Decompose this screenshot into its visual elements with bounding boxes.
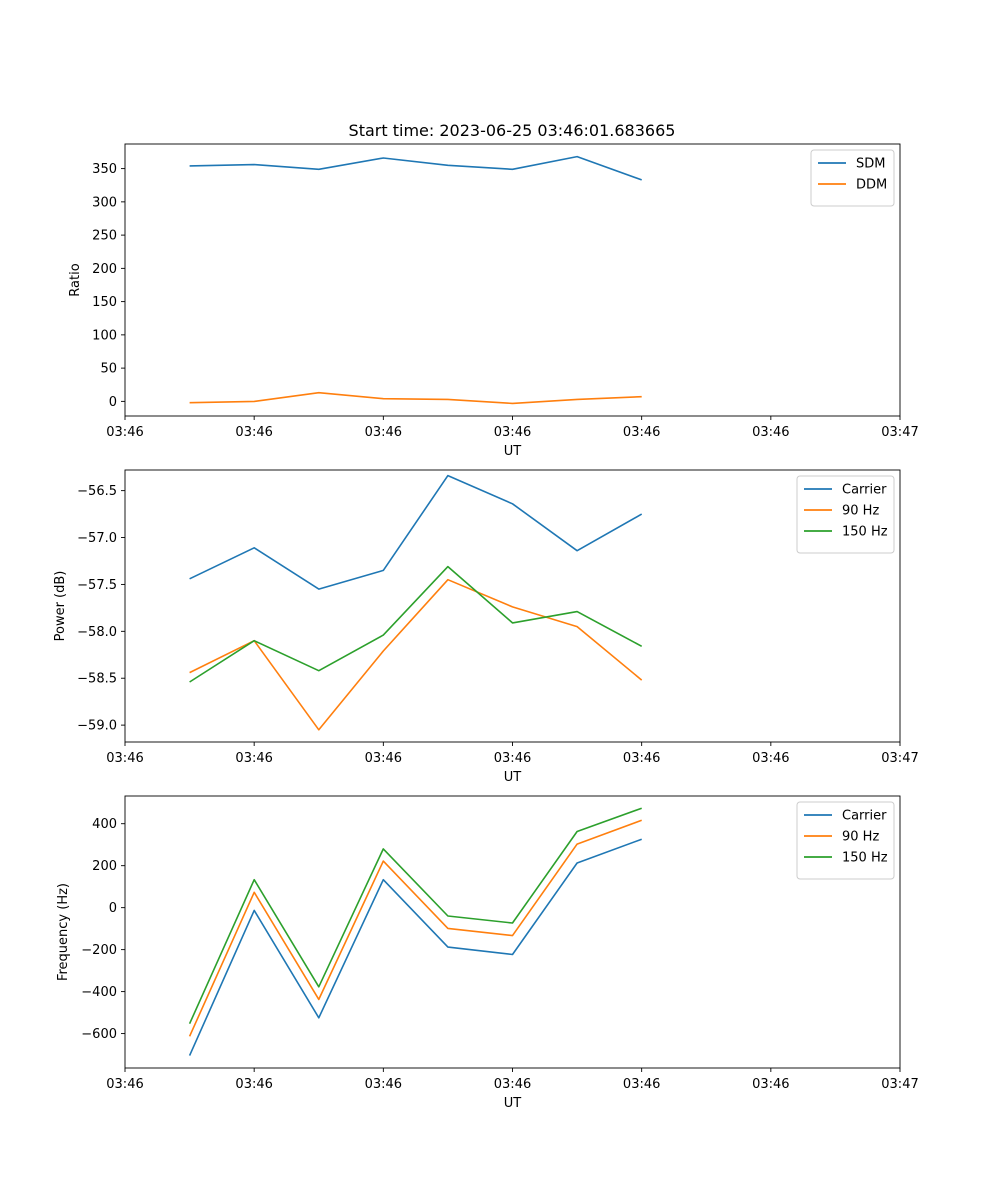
frequency-y-tick-label: 200 xyxy=(92,859,117,874)
frequency-y-tick-label: −600 xyxy=(81,1027,117,1042)
ratio-x-tick-label: 03:47 xyxy=(881,425,918,440)
ratio-y-tick-label: 350 xyxy=(92,162,117,177)
frequency-legend: Carrier 90 Hz 150 Hz xyxy=(796,801,895,880)
power-series-90-hz-line xyxy=(189,578,643,731)
frequency-axes-frame xyxy=(124,795,901,1069)
ratio-legend-label: SDM xyxy=(856,157,885,172)
frequency-y-tick-label: −200 xyxy=(81,943,117,958)
power-legend-box xyxy=(796,475,895,554)
frequency-x-tick-label: 03:46 xyxy=(494,1077,531,1092)
power-x-tick-label: 03:47 xyxy=(881,751,918,766)
ratio-x-axis-label: UT xyxy=(504,444,522,459)
frequency-x-tick-label: 03:46 xyxy=(365,1077,402,1092)
ratio-y-tick-label: 100 xyxy=(92,328,117,343)
frequency-legend-label: 90 Hz xyxy=(842,830,879,845)
ratio-legend-label: DDM xyxy=(856,178,887,193)
ratio-series-ddm-line xyxy=(189,391,642,405)
power-y-axis-label: Power (dB) xyxy=(53,571,68,642)
ratio-x-tick-label: 03:46 xyxy=(235,425,272,440)
power-series-150-hz-line xyxy=(189,565,643,683)
ratio-y-tick-label: 50 xyxy=(100,362,117,377)
power-legend-label: 90 Hz xyxy=(842,504,879,519)
frequency-legend-label: 150 Hz xyxy=(842,851,888,866)
ratio-x-tick-label: 03:46 xyxy=(365,425,402,440)
ratio-y-tick-label: 300 xyxy=(92,195,117,210)
ratio-x-tick-label: 03:46 xyxy=(623,425,660,440)
frequency-series-90-hz-line xyxy=(188,819,642,1037)
power-legend-label: Carrier xyxy=(842,483,887,498)
frequency-x-tick-label: 03:46 xyxy=(752,1077,789,1092)
frequency-x-tick-label: 03:46 xyxy=(235,1077,272,1092)
power-x-tick-label: 03:46 xyxy=(752,751,789,766)
frequency-series-150-hz-line xyxy=(188,807,642,1025)
power-y-tick-label: −57.0 xyxy=(77,531,117,546)
power-y-tick-label: −59.0 xyxy=(77,719,117,734)
ratio-subplot: 03:46 03:46 03:46 03:46 03:46 03:46 03:47 0 50 10… xyxy=(68,143,919,459)
ratio-legend: SDM DDM xyxy=(810,149,895,207)
frequency-x-axis-label: UT xyxy=(504,1096,522,1111)
frequency-y-axis-label: Frequency (Hz) xyxy=(56,883,71,981)
ratio-x-tick-label: 03:46 xyxy=(106,425,143,440)
ratio-y-tick-label: 150 xyxy=(92,295,117,310)
power-axes-frame xyxy=(124,469,901,743)
ratio-x-tick-label: 03:46 xyxy=(494,425,531,440)
ratio-axes-frame xyxy=(124,143,901,417)
power-x-axis-label: UT xyxy=(504,770,522,785)
frequency-x-tick-label: 03:47 xyxy=(881,1077,918,1092)
power-x-tick-label: 03:46 xyxy=(106,751,143,766)
frequency-y-tick-label: −400 xyxy=(81,985,117,1000)
power-subplot: 03:46 03:46 03:46 03:46 03:46 03:46 03:47 −59.0… xyxy=(53,469,919,785)
frequency-legend-box xyxy=(796,801,895,880)
power-x-tick-label: 03:46 xyxy=(365,751,402,766)
ratio-y-tick-label: 0 xyxy=(109,395,117,410)
power-x-tick-label: 03:46 xyxy=(623,751,660,766)
frequency-legend-label: Carrier xyxy=(842,809,887,824)
frequency-y-tick-label: 400 xyxy=(92,817,117,832)
power-x-tick-label: 03:46 xyxy=(494,751,531,766)
frequency-subplot: 03:46 03:46 03:46 03:46 03:46 03:46 03:47 −600 −… xyxy=(56,795,919,1111)
ratio-series-sdm-line xyxy=(189,155,642,181)
power-y-tick-label: −58.5 xyxy=(77,672,117,687)
power-y-tick-label: −57.5 xyxy=(77,578,117,593)
power-series-carrier-line xyxy=(189,474,643,590)
ratio-y-tick-label: 200 xyxy=(92,262,117,277)
power-legend-label: 150 Hz xyxy=(842,525,888,540)
ratio-legend-box xyxy=(810,149,895,207)
power-x-tick-label: 03:46 xyxy=(235,751,272,766)
ratio-y-axis-label: Ratio xyxy=(68,263,83,296)
frequency-x-tick-label: 03:46 xyxy=(106,1077,143,1092)
ratio-x-tick-label: 03:46 xyxy=(752,425,789,440)
power-legend: Carrier 90 Hz 150 Hz xyxy=(796,475,895,554)
figure-title: Start time: 2023-06-25 03:46:01.683665 xyxy=(349,121,676,140)
power-y-tick-label: −56.5 xyxy=(77,484,117,499)
frequency-x-tick-label: 03:46 xyxy=(623,1077,660,1092)
power-y-tick-label: −58.0 xyxy=(77,625,117,640)
frequency-y-tick-label: 0 xyxy=(109,901,117,916)
frequency-series-carrier-line xyxy=(188,838,642,1056)
ratio-y-tick-label: 250 xyxy=(92,229,117,244)
